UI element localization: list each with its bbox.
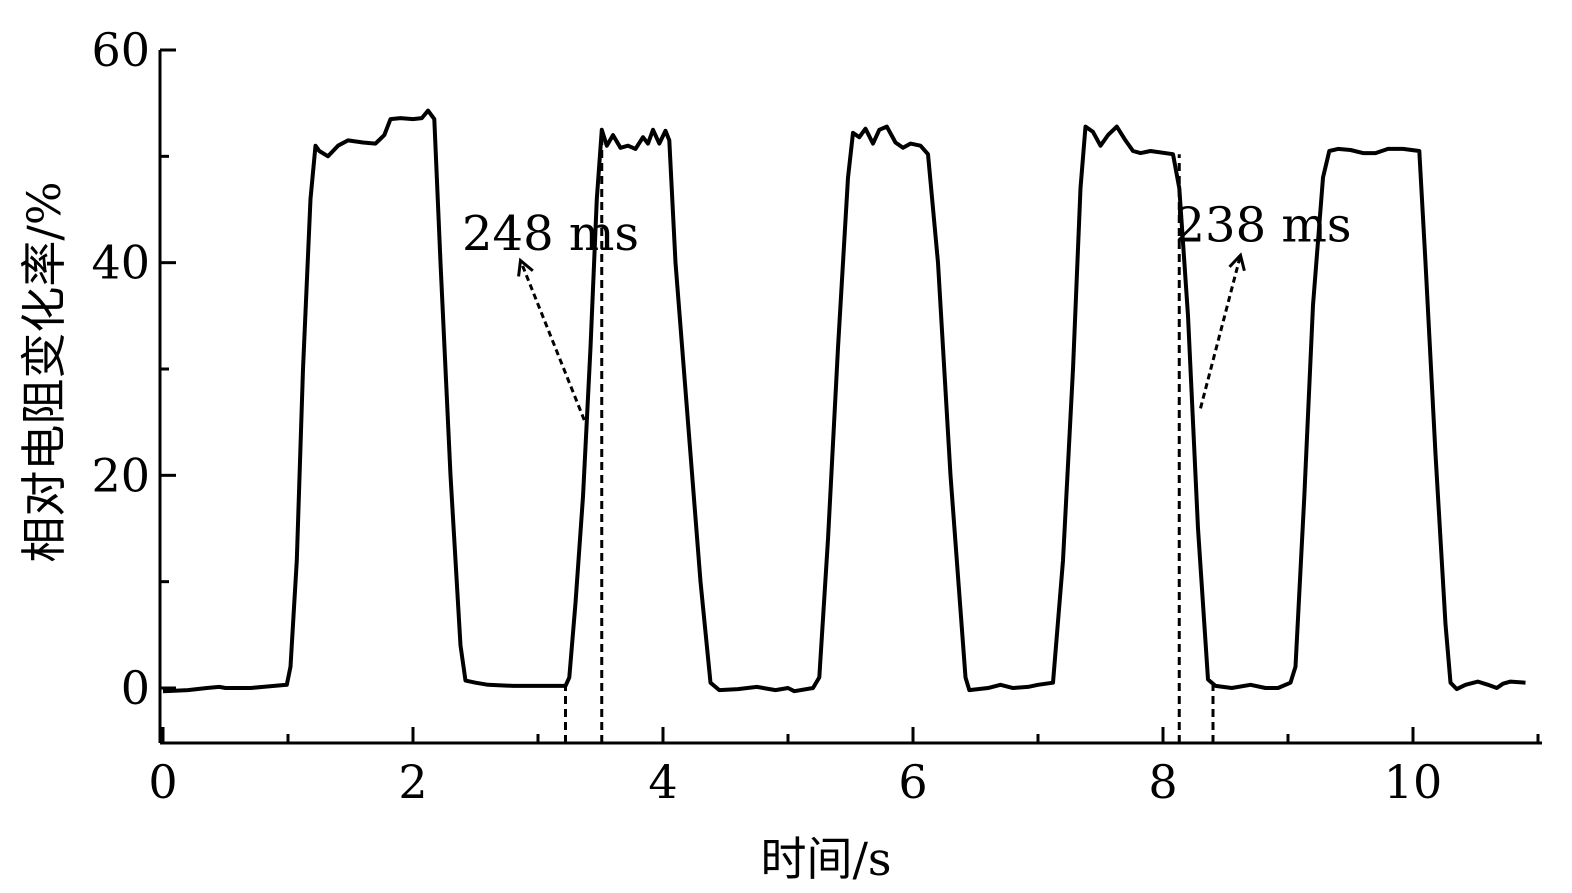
x-tick-label: 2 bbox=[398, 755, 427, 809]
x-tick-label: 8 bbox=[1148, 755, 1177, 809]
y-tick-label: 40 bbox=[91, 236, 150, 290]
y-tick-label: 60 bbox=[91, 23, 150, 77]
annotation-label: 248 ms bbox=[462, 206, 639, 262]
x-tick-label: 4 bbox=[648, 755, 677, 809]
annotation-arrowhead bbox=[1228, 252, 1246, 272]
annotation-arrowhead bbox=[517, 257, 534, 277]
x-tick-label: 10 bbox=[1384, 755, 1443, 809]
y-axis-title: 相对电阻变化率/% bbox=[17, 181, 71, 562]
x-tick-label: 6 bbox=[898, 755, 927, 809]
plot-area bbox=[162, 108, 1526, 694]
series-line bbox=[162, 108, 1526, 694]
x-axis-ticks: 0 2 4 6 8 10 bbox=[148, 727, 1540, 809]
y-tick-label: 20 bbox=[91, 448, 150, 502]
annotations: 248 ms 238 ms bbox=[462, 197, 1352, 421]
x-axis-title: 时间/s bbox=[760, 832, 891, 886]
y-axis-ticks: 0 20 40 60 bbox=[91, 23, 176, 715]
x-tick-label: 0 bbox=[148, 755, 177, 809]
annotation-arrow bbox=[1199, 254, 1242, 409]
annotation-label: 238 ms bbox=[1174, 197, 1351, 253]
y-tick-label: 0 bbox=[121, 661, 150, 715]
guide-lines bbox=[564, 129, 1215, 743]
annotation-arrow bbox=[519, 259, 586, 421]
